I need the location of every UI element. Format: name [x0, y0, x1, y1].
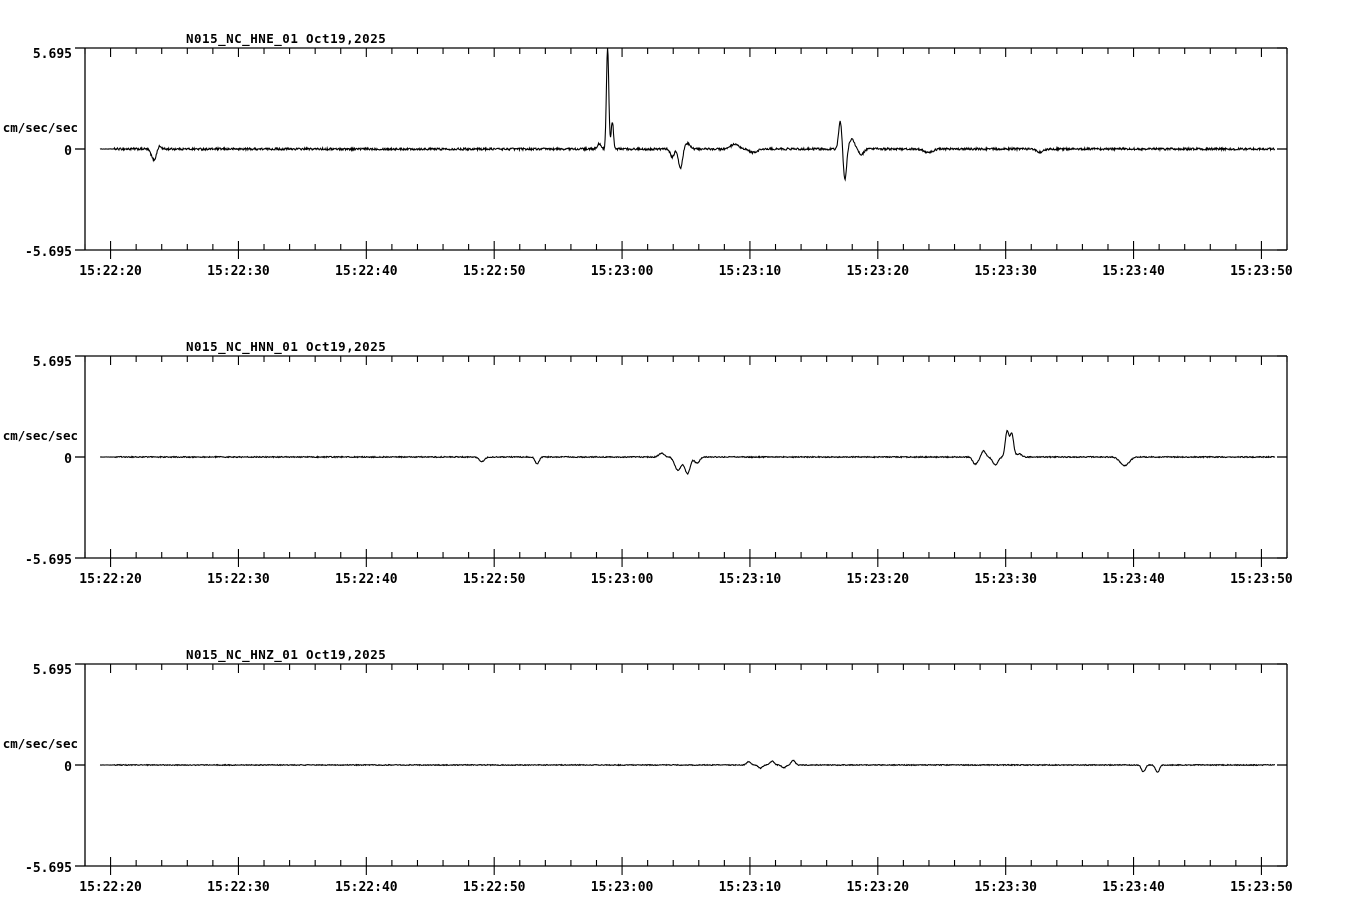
svg-text:15:23:20: 15:23:20 — [846, 572, 909, 587]
svg-text:15:22:50: 15:22:50 — [463, 264, 526, 279]
panel-date-label-2: Oct19,2025 — [306, 647, 386, 662]
panel-date-label-0: Oct19,2025 — [306, 31, 386, 46]
svg-text:15:23:30: 15:23:30 — [974, 572, 1037, 587]
y-max-label-0: 5.695 — [33, 47, 72, 62]
panel-station-label-0: N015_NC_HNE_01 — [186, 31, 298, 47]
x-tick-labels-1: 15:22:20 15:22:30 15:22:40 15:22:50 15:23:00… — [79, 572, 1293, 587]
y-axis-unit-label-2: cm/sec/sec — [3, 736, 78, 751]
svg-text:15:22:50: 15:22:50 — [463, 880, 526, 895]
svg-text:15:23:00: 15:23:00 — [591, 572, 654, 587]
y-min-label-1: -5.695 — [25, 553, 72, 568]
trace-panel-0: 5.695 cm/sec/sec 0 -5.695 N015_NC_HNE_01… — [0, 0, 1358, 308]
axis-frame-1 — [75, 355, 1288, 567]
svg-text:15:22:30: 15:22:30 — [207, 880, 270, 895]
svg-text:15:23:50: 15:23:50 — [1230, 880, 1293, 895]
trace-panel-1: 5.695 cm/sec/sec 0 -5.695 N015_NC_HNN_01… — [0, 308, 1358, 616]
svg-text:15:23:10: 15:23:10 — [719, 880, 782, 895]
trace-panel-2: 5.695 cm/sec/sec 0 -5.695 N015_NC_HNZ_01… — [0, 616, 1358, 924]
svg-text:15:23:30: 15:23:30 — [974, 264, 1037, 279]
svg-text:15:23:00: 15:23:00 — [591, 264, 654, 279]
y-mid-label-0: 0 — [64, 144, 72, 159]
axis-frame-2 — [75, 663, 1288, 875]
waveform-2 — [99, 759, 1276, 773]
svg-text:15:23:30: 15:23:30 — [974, 880, 1037, 895]
svg-text:15:22:20: 15:22:20 — [79, 264, 142, 279]
trace-plot-2: 5.695 cm/sec/sec 0 -5.695 N015_NC_HNZ_01… — [3, 647, 1293, 895]
y-axis-unit-label-1: cm/sec/sec — [3, 428, 78, 443]
y-min-label-2: -5.695 — [25, 861, 72, 876]
svg-text:15:22:20: 15:22:20 — [79, 880, 142, 895]
trace-plot-0: 5.695 cm/sec/sec 0 -5.695 N015_NC_HNE_01… — [3, 31, 1293, 279]
svg-text:15:22:40: 15:22:40 — [335, 264, 398, 279]
x-tick-labels-2: 15:22:20 15:22:30 15:22:40 15:22:50 15:23:00… — [79, 880, 1293, 895]
panel-station-label-1: N015_NC_HNN_01 — [186, 339, 298, 355]
axis-frame-0 — [75, 47, 1288, 259]
y-axis-unit-label-0: cm/sec/sec — [3, 120, 78, 135]
svg-text:15:23:10: 15:23:10 — [719, 572, 782, 587]
svg-text:15:23:10: 15:23:10 — [719, 264, 782, 279]
svg-text:15:23:20: 15:23:20 — [846, 880, 909, 895]
svg-text:15:22:40: 15:22:40 — [335, 572, 398, 587]
svg-text:15:23:40: 15:23:40 — [1102, 880, 1165, 895]
y-max-label-1: 5.695 — [33, 355, 72, 370]
x-tick-labels-0: 15:22:20 15:22:30 15:22:40 15:22:50 15:23:00… — [79, 264, 1293, 279]
y-max-label-2: 5.695 — [33, 663, 72, 678]
trace-plot-1: 5.695 cm/sec/sec 0 -5.695 N015_NC_HNN_01… — [3, 339, 1293, 587]
svg-text:15:23:40: 15:23:40 — [1102, 264, 1165, 279]
waveform-1 — [99, 429, 1276, 476]
svg-text:15:22:30: 15:22:30 — [207, 572, 270, 587]
y-mid-label-1: 0 — [64, 452, 72, 467]
waveform-0 — [99, 47, 1276, 182]
panel-station-label-2: N015_NC_HNZ_01 — [186, 647, 298, 663]
svg-text:15:22:20: 15:22:20 — [79, 572, 142, 587]
svg-text:15:23:40: 15:23:40 — [1102, 572, 1165, 587]
svg-text:15:23:50: 15:23:50 — [1230, 572, 1293, 587]
y-mid-label-2: 0 — [64, 760, 72, 775]
svg-text:15:23:20: 15:23:20 — [846, 264, 909, 279]
panel-date-label-1: Oct19,2025 — [306, 339, 386, 354]
svg-text:15:23:50: 15:23:50 — [1230, 264, 1293, 279]
svg-text:15:22:30: 15:22:30 — [207, 264, 270, 279]
svg-text:15:23:00: 15:23:00 — [591, 880, 654, 895]
svg-text:15:22:50: 15:22:50 — [463, 572, 526, 587]
y-min-label-0: -5.695 — [25, 245, 72, 260]
svg-text:15:22:40: 15:22:40 — [335, 880, 398, 895]
